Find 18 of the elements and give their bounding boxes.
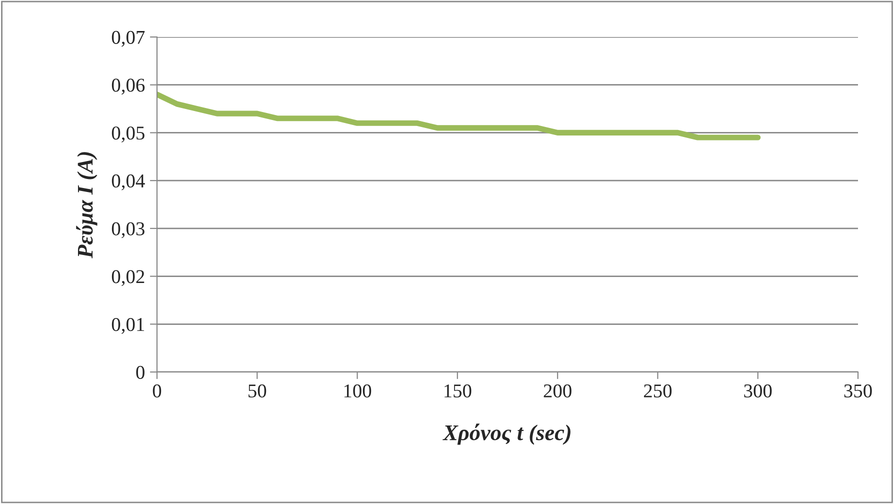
- x-tick-label: 250: [644, 384, 672, 398]
- x-tick-label: 150: [444, 384, 472, 398]
- y-tick-label: 0: [136, 366, 144, 379]
- y-tick-label: 0,07: [112, 30, 145, 47]
- y-tick-label: 0,01: [112, 318, 144, 334]
- y-tick-label: 0,05: [112, 126, 144, 142]
- y-tick-label: 0,02: [112, 270, 144, 286]
- x-tick-label: 200: [544, 384, 572, 398]
- y-tick-label: 0,06: [112, 78, 145, 95]
- x-tick-label: 300: [744, 384, 772, 398]
- y-axis-title: Ρεύμα I (A): [76, 152, 98, 258]
- x-tick-label: 0: [152, 384, 162, 398]
- x-tick-label: 50: [248, 384, 266, 398]
- y-tick-label: 0,04: [112, 174, 145, 190]
- x-tick-label: 100: [344, 384, 372, 398]
- y-tick-label: 0,03: [112, 222, 144, 238]
- x-axis-title: Χρόνος t (sec): [442, 424, 570, 445]
- x-tick-label: 350: [844, 384, 872, 398]
